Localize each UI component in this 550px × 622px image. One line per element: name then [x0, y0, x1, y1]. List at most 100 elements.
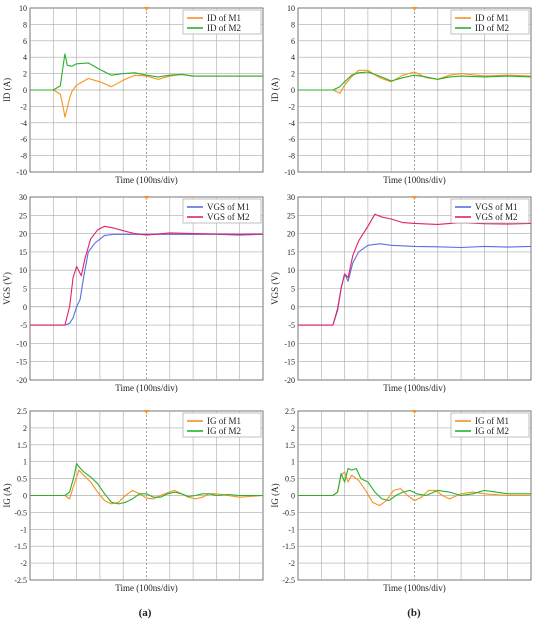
y-tick-label: 8 — [23, 20, 27, 29]
series-line-1 — [298, 467, 531, 502]
y-tick-label: 0 — [23, 492, 27, 501]
y-tick-label: 10 — [287, 266, 295, 275]
y-tick-label: -5 — [20, 321, 27, 330]
y-tick-label: -2 — [20, 559, 27, 568]
y-tick-label: -10 — [16, 168, 27, 177]
series-line-0 — [30, 469, 264, 505]
y-tick-label: 30 — [287, 193, 295, 202]
series-line-0 — [30, 233, 264, 326]
y-tick-label: 1 — [291, 458, 295, 467]
trigger-marker — [144, 410, 149, 414]
y-tick-label: -20 — [16, 376, 27, 385]
series-line-1 — [30, 225, 264, 326]
y-tick-label: -0.5 — [14, 508, 27, 517]
y-tick-label: 6 — [23, 37, 27, 46]
legend-entry-0: ID of M1 — [207, 13, 241, 23]
y-axis-label: IG (A) — [270, 483, 280, 507]
y-tick-label: 0.5 — [285, 475, 295, 484]
y-tick-label: -0.5 — [282, 508, 295, 517]
y-tick-label: 4 — [291, 53, 295, 62]
y-tick-label: 20 — [19, 230, 27, 239]
series-line-1 — [30, 462, 263, 505]
y-tick-label: -10 — [284, 339, 295, 348]
y-tick-label: 1 — [23, 458, 27, 467]
y-tick-label: -6 — [20, 135, 27, 144]
series-line-0 — [298, 69, 532, 94]
y-axis-label: ID (A) — [270, 78, 280, 102]
y-tick-label: 20 — [287, 230, 295, 239]
y-tick-label: 10 — [19, 266, 27, 275]
y-tick-label: -1 — [288, 525, 295, 534]
legend-box — [182, 198, 262, 224]
y-tick-label: -8 — [288, 152, 295, 161]
legend-entry-0: VGS of M1 — [475, 202, 518, 212]
y-tick-label: 2 — [23, 424, 27, 433]
y-tick-label: 10 — [19, 4, 27, 13]
legend-entry-0: IG of M1 — [475, 416, 509, 426]
y-tick-label: 2.5 — [17, 407, 27, 416]
legend-box — [450, 198, 530, 224]
y-tick-label: -1 — [20, 525, 27, 534]
x-axis-label: Time (100ns/div) — [383, 175, 445, 185]
y-axis-label: VGS (V) — [270, 272, 280, 305]
y-tick-label: 25 — [287, 211, 295, 220]
y-tick-label: -15 — [284, 358, 295, 367]
y-tick-label: -2.5 — [282, 576, 295, 585]
x-axis-label: Time (100ns/div) — [115, 175, 177, 185]
y-tick-label: 10 — [287, 4, 295, 13]
y-tick-label: -2 — [20, 102, 27, 111]
y-tick-label: -2 — [288, 102, 295, 111]
series-line-1 — [30, 53, 263, 91]
y-tick-label: 5 — [23, 285, 27, 294]
y-tick-label: 2 — [291, 70, 295, 79]
trigger-marker — [412, 410, 417, 414]
legend-entry-0: IG of M1 — [207, 416, 241, 426]
y-tick-label: -4 — [20, 119, 27, 128]
trigger-marker — [412, 196, 417, 200]
x-axis-label: Time (100ns/div) — [115, 583, 177, 593]
legend-entry-0: VGS of M1 — [207, 202, 250, 212]
trigger-marker — [144, 7, 149, 11]
y-tick-label: 0.5 — [17, 475, 27, 484]
y-tick-label: -1.5 — [14, 542, 27, 551]
caption-a: (a) — [139, 607, 152, 619]
legend-entry-1: IG of M2 — [475, 426, 509, 436]
y-tick-label: -10 — [284, 168, 295, 177]
y-tick-label: 4 — [23, 53, 27, 62]
y-axis-label: VGS (V) — [2, 272, 12, 305]
y-tick-label: -2 — [288, 559, 295, 568]
y-tick-label: -6 — [288, 135, 295, 144]
legend-box — [182, 9, 262, 35]
y-tick-label: -1.5 — [282, 542, 295, 551]
y-tick-label: 2 — [23, 70, 27, 79]
y-tick-label: 0 — [23, 86, 27, 95]
legend-entry-1: IG of M2 — [207, 426, 241, 436]
legend-entry-1: ID of M2 — [475, 23, 509, 33]
y-tick-label: -8 — [20, 152, 27, 161]
legend-box — [450, 412, 530, 438]
x-axis-label: Time (100ns/div) — [115, 383, 177, 393]
legend-box — [450, 9, 530, 35]
trigger-marker — [144, 196, 149, 200]
caption-b: (b) — [407, 607, 421, 619]
y-tick-label: 30 — [19, 193, 27, 202]
y-tick-label: 1.5 — [17, 441, 27, 450]
y-axis-label: ID (A) — [2, 78, 12, 102]
y-tick-label: 2.5 — [285, 407, 295, 416]
legend-entry-1: VGS of M2 — [207, 212, 250, 222]
y-tick-label: 5 — [291, 285, 295, 294]
y-tick-label: -15 — [16, 358, 27, 367]
y-axis-label: IG (A) — [2, 483, 12, 507]
y-tick-label: 6 — [291, 37, 295, 46]
